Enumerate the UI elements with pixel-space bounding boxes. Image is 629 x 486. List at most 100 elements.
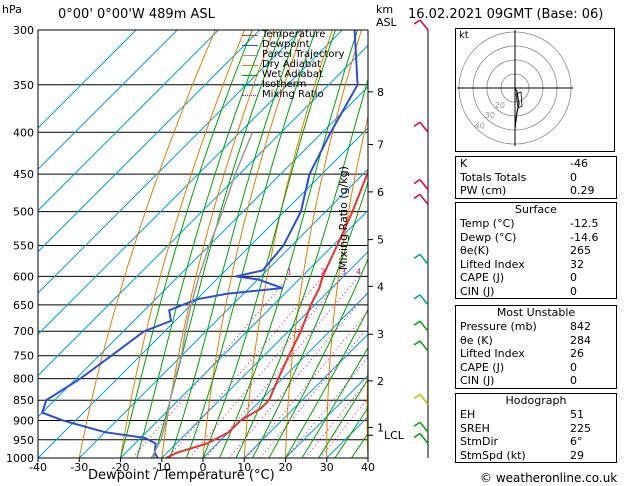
most-unstable-row: θe (K) 284 (456, 334, 616, 348)
series-temperature (165, 169, 368, 458)
dry-adiabat (285, 30, 362, 458)
legend-item: Dry Adiabat (242, 60, 345, 70)
surface-value: 0 (570, 271, 577, 284)
legend-label: Isotherm (262, 79, 307, 90)
surface-row: Lifted Index 32 (456, 258, 616, 272)
legend-swatch (242, 74, 258, 76)
asl-unit-label: ASL (376, 16, 397, 29)
hodograph-stats-value: 51 (570, 408, 584, 421)
hodograph-stats-value: 6° (570, 435, 583, 448)
wet-adiabat (252, 179, 368, 458)
hodograph-stats-title: Hodograph (505, 394, 567, 407)
wind-barb (419, 179, 429, 191)
x-tick--30: -30 (70, 461, 88, 474)
most-unstable-value: 0 (570, 360, 577, 374)
wind-barb (419, 294, 429, 306)
wind-barb-flag (413, 294, 421, 300)
legend-swatch (242, 84, 258, 86)
wind-barb (419, 340, 429, 352)
wind-barb (419, 421, 429, 433)
datetime-title: 16.02.2021 09GMT (Base: 06) (408, 7, 604, 22)
surface-label: CIN (J) (460, 284, 495, 298)
km-tick-8: 8 (377, 86, 384, 99)
indices-table: K -46 Totals Totals 0 PW (cm) 0.29 (455, 156, 617, 199)
pressure-tick-300: 300 (13, 24, 34, 37)
km-tick-7: 7 (377, 138, 384, 151)
pressure-tick-550: 550 (13, 239, 34, 252)
km-tick-3: 3 (377, 328, 384, 341)
pressure-tick-800: 800 (13, 373, 34, 386)
most-unstable-row: CAPE (J) 0 (456, 361, 616, 375)
indices-label: K (460, 157, 468, 170)
wet-adiabat (153, 30, 283, 458)
km-tick-4: 4 (377, 280, 384, 293)
hodograph-stats-row: SREH 225 (456, 422, 616, 436)
wind-barb-flag (413, 393, 421, 400)
pressure-tick-850: 850 (13, 394, 34, 407)
wet-adiabat (268, 257, 368, 458)
surface-title: Surface (515, 203, 557, 216)
legend-swatch (242, 44, 258, 46)
surface-row: CAPE (J) 0 (456, 271, 616, 285)
legend-swatch (242, 94, 258, 96)
hodograph-stats-value: 225 (570, 421, 591, 435)
wet-adiabat (285, 308, 368, 458)
x-tick--20: -20 (112, 461, 130, 474)
pressure-tick-500: 500 (13, 206, 34, 219)
wind-barb-flag (413, 432, 421, 439)
isotherm-line (38, 30, 137, 129)
mixing-ratio-line (285, 356, 368, 458)
km-unit-label: km (376, 3, 394, 16)
wind-barb-flag (413, 121, 421, 127)
hodograph-unit-label: kt (459, 30, 469, 41)
wet-adiabat (235, 77, 368, 458)
isotherm-line (38, 30, 343, 335)
wind-barb (419, 253, 429, 265)
isotherm-line (38, 30, 178, 170)
indices-value: 0.29 (570, 184, 595, 197)
dry-adiabat (202, 30, 304, 458)
hodograph-storm-box (515, 91, 523, 109)
mixing-ratio-line (189, 276, 344, 458)
legend-item: Isotherm (242, 80, 345, 90)
isotherm-line (161, 251, 368, 458)
surface-label: Dewp (°C) (460, 230, 517, 244)
mixing-ratio-line (246, 310, 368, 458)
pressure-tick-350: 350 (13, 79, 34, 92)
surface-row: Temp (°C) -12.5 (456, 217, 616, 231)
dry-adiabat (120, 30, 246, 458)
wind-barb (419, 433, 429, 444)
km-tick-1: 1 (377, 422, 384, 435)
x-tick--40: -40 (29, 461, 47, 474)
hodograph-stats-label: StmDir (460, 435, 499, 448)
wind-barb-flag (413, 421, 421, 427)
pressure-tick-600: 600 (13, 270, 34, 283)
hodograph-trace (514, 87, 520, 129)
pressure-tick-450: 450 (13, 168, 34, 181)
dry-adiabat (618, 30, 629, 458)
wind-barb-flag (413, 253, 421, 259)
legend-item: Parcel Trajectory (242, 50, 345, 60)
indices-value: 0 (570, 170, 577, 184)
surface-value: 32 (570, 257, 584, 271)
isotherm-line (38, 30, 302, 294)
hodograph-ring-label: 30 (485, 111, 495, 120)
wind-barb (419, 393, 429, 405)
hpa-unit-label: hPa (2, 3, 22, 16)
pressure-tick-400: 400 (13, 126, 34, 139)
mixing-ratio-line (131, 276, 290, 458)
indices-row: PW (cm) 0.29 (456, 184, 616, 198)
x-tick-40: 40 (361, 461, 375, 474)
most-unstable-label: CAPE (J) (460, 360, 505, 374)
mixing-ratio-line (167, 276, 324, 458)
mixing-ratio-label: 1 (287, 267, 292, 276)
pressure-tick-950: 950 (13, 434, 34, 447)
isotherm-line (243, 333, 368, 458)
isotherm-line (38, 127, 368, 458)
isotherm-line (78, 168, 368, 458)
km-tick-5: 5 (377, 234, 384, 247)
pressure-tick-700: 700 (13, 325, 34, 338)
hodograph-frame (455, 28, 615, 152)
